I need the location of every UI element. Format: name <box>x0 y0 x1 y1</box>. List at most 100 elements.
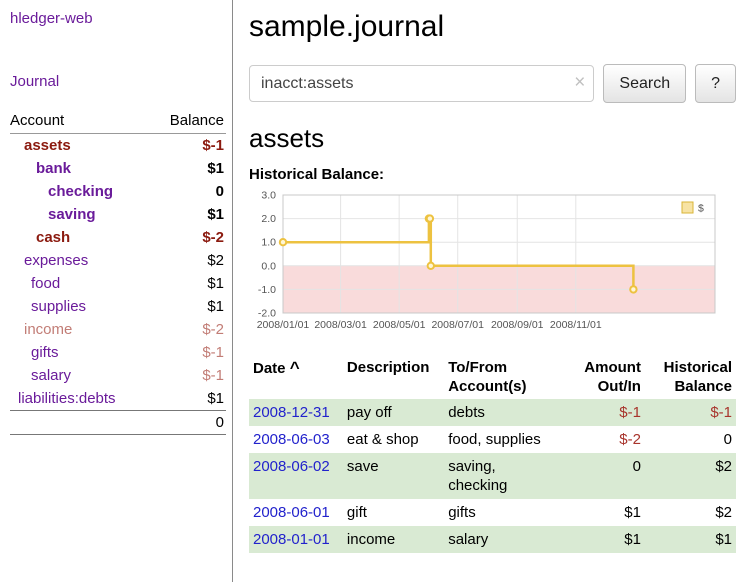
transaction-amount: 0 <box>632 458 641 475</box>
svg-text:2008/05/01: 2008/05/01 <box>373 319 426 331</box>
balance-header: Historical Balance <box>663 359 732 395</box>
account-row-liabilities-debts: liabilities:debts $1 <box>10 387 226 411</box>
amount-header: Amount Out/In <box>584 359 641 395</box>
sidebar-item-journal[interactable]: Journal <box>10 73 60 90</box>
chart-container: 3.0 2.0 1.0 0.0 -1.0 -2.0 2008/01/01 2008/03/01… <box>249 189 729 341</box>
account-column-header: Account <box>10 110 152 134</box>
transaction-accounts: food, supplies <box>448 431 541 448</box>
date-header-label: Date <box>253 360 286 377</box>
account-balance: $1 <box>207 160 224 177</box>
transaction-balance: $-1 <box>710 404 732 421</box>
account-balance: $-1 <box>202 367 224 384</box>
account-row-salary: salary $-1 <box>10 364 226 387</box>
transaction-date-link[interactable]: 2008-01-01 <box>253 531 330 548</box>
account-row-saving: saving $1 <box>10 203 226 226</box>
transaction-accounts: debts <box>448 404 485 421</box>
transaction-row: 2008-12-31 pay off debts $-1 $-1 <box>249 399 736 426</box>
account-row-checking: checking 0 <box>10 180 226 203</box>
transaction-amount: $1 <box>624 531 641 548</box>
svg-text:$: $ <box>698 203 704 215</box>
account-row-income: income $-2 <box>10 318 226 341</box>
svg-text:0.0: 0.0 <box>261 260 276 272</box>
account-balance: $1 <box>207 298 224 315</box>
transaction-balance: $2 <box>715 504 732 521</box>
account-link-salary[interactable]: salary <box>31 367 72 384</box>
account-row-gifts: gifts $-1 <box>10 341 226 364</box>
transaction-row: 2008-06-01 gift gifts $1 $2 <box>249 499 736 526</box>
transaction-description: gift <box>346 504 367 521</box>
account-balance: $1 <box>207 206 224 223</box>
account-link-income[interactable]: income <box>24 321 73 338</box>
account-link-checking[interactable]: checking <box>48 183 114 200</box>
transaction-balance: $1 <box>715 531 732 548</box>
main-content: sample.journal × Search ? assets Histori… <box>233 0 742 582</box>
account-row-expenses: expenses $2 <box>10 249 226 272</box>
svg-text:2.0: 2.0 <box>261 213 276 225</box>
transaction-date-link[interactable]: 2008-12-31 <box>253 404 330 421</box>
transaction-amount: $-2 <box>619 431 641 448</box>
svg-text:3.0: 3.0 <box>261 190 276 202</box>
account-link-assets[interactable]: assets <box>24 137 71 154</box>
account-link-supplies[interactable]: supplies <box>31 298 87 315</box>
accounts-header: To/From Account(s) <box>448 359 527 395</box>
account-balance: $2 <box>207 252 224 269</box>
account-balance: $1 <box>207 275 224 292</box>
transaction-amount: $-1 <box>619 404 641 421</box>
search-button[interactable]: Search <box>603 64 687 103</box>
accounts-total: 0 <box>151 410 226 435</box>
svg-text:1.0: 1.0 <box>261 237 276 249</box>
transaction-amount: $1 <box>624 504 641 521</box>
account-link-expenses[interactable]: expenses <box>24 252 89 269</box>
account-row-cash: cash $-2 <box>10 226 226 249</box>
account-row-supplies: supplies $1 <box>10 295 226 318</box>
transaction-accounts: salary <box>448 531 489 548</box>
svg-text:2008/07/01: 2008/07/01 <box>431 319 484 331</box>
transaction-date-link[interactable]: 2008-06-02 <box>253 458 330 475</box>
svg-text:2008/01/01: 2008/01/01 <box>257 319 310 331</box>
account-balance: $-2 <box>202 321 224 338</box>
sort-by-date-header[interactable]: Date ^ <box>249 355 343 399</box>
accounts-table: Account Balance assets $-1 bank $1 check… <box>10 110 226 435</box>
transaction-row: 2008-01-01 income salary $1 $1 <box>249 526 736 553</box>
register-table: Date ^ Description To/From Account(s) Am… <box>249 355 736 553</box>
transaction-description: pay off <box>346 404 392 421</box>
account-balance: 0 <box>215 183 224 200</box>
svg-text:2008/03/01: 2008/03/01 <box>314 319 367 331</box>
account-balance: $1 <box>207 390 224 407</box>
search-bar: × Search ? <box>249 64 736 103</box>
account-link-food[interactable]: food <box>31 275 61 292</box>
account-link-bank[interactable]: bank <box>36 160 72 177</box>
sort-asc-icon: ^ <box>289 358 300 377</box>
search-field-wrapper: × <box>249 65 595 102</box>
account-link-liabilities-debts[interactable]: liabilities:debts <box>18 390 116 407</box>
transaction-description: eat & shop <box>346 431 419 448</box>
account-balance: $-1 <box>202 137 224 154</box>
app-title-link[interactable]: hledger-web <box>10 10 93 27</box>
transaction-accounts: gifts <box>448 504 476 521</box>
transaction-date-link[interactable]: 2008-06-03 <box>253 431 330 448</box>
account-row-bank: bank $1 <box>10 157 226 180</box>
accounts-total-row: 0 <box>10 410 226 435</box>
transaction-row: 2008-06-03 eat & shop food, supplies $-2… <box>249 426 736 453</box>
help-button[interactable]: ? <box>695 64 736 103</box>
clear-search-icon[interactable]: × <box>574 72 586 93</box>
transaction-balance: $2 <box>715 458 732 475</box>
account-row-food: food $1 <box>10 272 226 295</box>
register-header-row: Date ^ Description To/From Account(s) Am… <box>249 355 736 399</box>
svg-text:-2.0: -2.0 <box>258 308 276 320</box>
account-link-gifts[interactable]: gifts <box>31 344 59 361</box>
account-link-saving[interactable]: saving <box>48 206 96 223</box>
transaction-date-link[interactable]: 2008-06-01 <box>253 504 330 521</box>
search-input[interactable] <box>249 65 595 102</box>
description-header: Description <box>346 359 430 376</box>
svg-text:2008/11/01: 2008/11/01 <box>550 319 602 331</box>
transaction-description: income <box>346 531 396 548</box>
account-link-cash[interactable]: cash <box>36 229 71 246</box>
sidebar: hledger-web Journal Account Balance asse… <box>0 0 233 582</box>
chart-label: Historical Balance: <box>249 166 385 183</box>
transaction-description: save <box>346 458 379 475</box>
accounts-table-header: Account Balance <box>10 110 226 134</box>
transaction-accounts: saving, checking <box>448 458 508 494</box>
